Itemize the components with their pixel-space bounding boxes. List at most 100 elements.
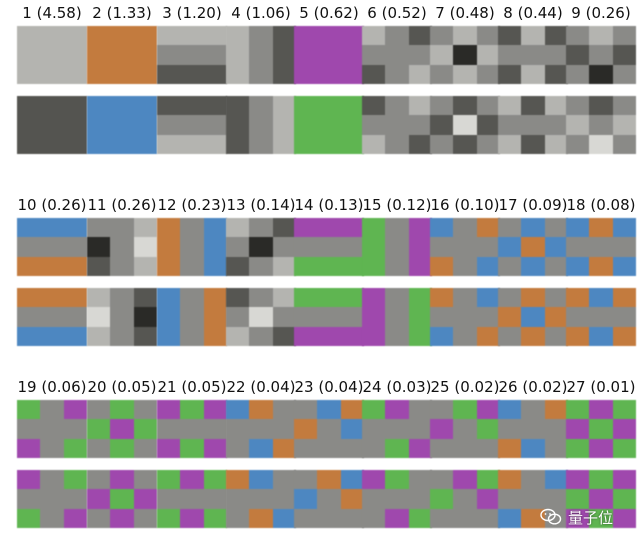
patch-pixel xyxy=(110,400,134,420)
patch-pixel xyxy=(544,256,568,276)
patch-pixel xyxy=(430,400,454,420)
patch-pixel xyxy=(180,307,204,327)
patch-bottom xyxy=(294,470,364,528)
patch-pixel xyxy=(40,256,64,276)
patch-pixel xyxy=(40,96,64,116)
patch-pixel xyxy=(430,307,454,327)
patch-pixel xyxy=(612,419,636,439)
patch-pixel xyxy=(110,134,134,154)
patch-pixel xyxy=(589,419,613,439)
patch-pixel xyxy=(385,26,409,46)
patch-pixel xyxy=(203,115,227,135)
patch-pixel xyxy=(40,64,64,84)
patch-pixel xyxy=(521,115,545,135)
patch-pixel xyxy=(589,288,613,308)
patch-top xyxy=(430,400,500,458)
patch-pixel xyxy=(272,26,296,46)
patch-pixel xyxy=(157,400,181,420)
patch-pixel xyxy=(566,400,590,420)
patch-pixel xyxy=(63,307,87,327)
patch-pixel xyxy=(362,256,386,276)
patch-bottom xyxy=(430,96,500,154)
patch-pixel xyxy=(498,134,522,154)
patch-pixel xyxy=(521,237,545,257)
patch-pixel xyxy=(453,134,477,154)
component-label: 24 (0.03) xyxy=(362,378,432,396)
patch-pixel xyxy=(317,419,341,439)
patch-pixel xyxy=(226,307,250,327)
patch-top xyxy=(17,26,87,84)
patch-pixel xyxy=(226,237,250,257)
patch-pixel xyxy=(249,326,273,346)
patch-pixel xyxy=(110,419,134,439)
patch-pixel xyxy=(157,134,181,154)
patch-pixel xyxy=(521,307,545,327)
patch-pixel xyxy=(408,26,432,46)
patch-pixel xyxy=(498,237,522,257)
patch-pixel xyxy=(203,307,227,327)
patch-pixel xyxy=(589,256,613,276)
patch-pixel xyxy=(566,288,590,308)
patch-pixel xyxy=(408,419,432,439)
patch-pixel xyxy=(249,419,273,439)
component-label: 26 (0.02) xyxy=(498,378,568,396)
component-label: 13 (0.14) xyxy=(226,196,296,214)
patch-pixel xyxy=(521,45,545,65)
patch-pixel xyxy=(408,218,432,238)
patch-pixel xyxy=(110,45,134,65)
patch-pixel xyxy=(340,237,364,257)
patch-pixel xyxy=(203,237,227,257)
patch-pixel xyxy=(40,237,64,257)
patch-pixel xyxy=(362,218,386,238)
patch-pixel xyxy=(157,307,181,327)
patch-pixel xyxy=(317,218,341,238)
patch-pixel xyxy=(180,134,204,154)
patch-pixel xyxy=(110,26,134,46)
patch-pixel xyxy=(589,96,613,116)
patch-bottom xyxy=(17,288,87,346)
patch-pixel xyxy=(249,489,273,509)
patch-pixel xyxy=(249,438,273,458)
patch-pixel xyxy=(317,326,341,346)
patch-pixel xyxy=(133,508,157,528)
patch-pixel xyxy=(40,489,64,509)
patch-pixel xyxy=(566,134,590,154)
patch-pixel xyxy=(87,96,111,116)
component-label: 22 (0.04) xyxy=(226,378,296,396)
patch-pixel xyxy=(340,419,364,439)
patch-pixel xyxy=(566,96,590,116)
patch-bottom xyxy=(294,96,364,154)
patch-pixel xyxy=(566,26,590,46)
patch-pixel xyxy=(612,400,636,420)
patch-pixel xyxy=(498,438,522,458)
patch-pixel xyxy=(294,508,318,528)
patch-pixel xyxy=(544,419,568,439)
patch-pixel xyxy=(430,419,454,439)
patch-pixel xyxy=(521,256,545,276)
patch-pixel xyxy=(249,400,273,420)
component-label: 4 (1.06) xyxy=(231,4,291,22)
patch-pixel xyxy=(385,256,409,276)
patch-pixel xyxy=(612,218,636,238)
patch-pixel xyxy=(430,64,454,84)
patch-bottom xyxy=(294,288,364,346)
patch-pixel xyxy=(612,45,636,65)
patch-pixel xyxy=(385,508,409,528)
patch-pixel xyxy=(87,326,111,346)
patch-pixel xyxy=(453,218,477,238)
patch-pixel xyxy=(362,96,386,116)
patch-pixel xyxy=(408,134,432,154)
patch-bottom xyxy=(362,96,432,154)
patch-pixel xyxy=(340,470,364,490)
patch-pixel xyxy=(272,218,296,238)
patch-pixel xyxy=(362,400,386,420)
patch-pixel xyxy=(589,438,613,458)
patch-pixel xyxy=(476,438,500,458)
component-label: 7 (0.48) xyxy=(435,4,495,22)
component-label: 17 (0.09) xyxy=(498,196,568,214)
patch-pixel xyxy=(453,419,477,439)
patch-pixel xyxy=(272,470,296,490)
patch-pixel xyxy=(63,96,87,116)
patch-pixel xyxy=(476,326,500,346)
